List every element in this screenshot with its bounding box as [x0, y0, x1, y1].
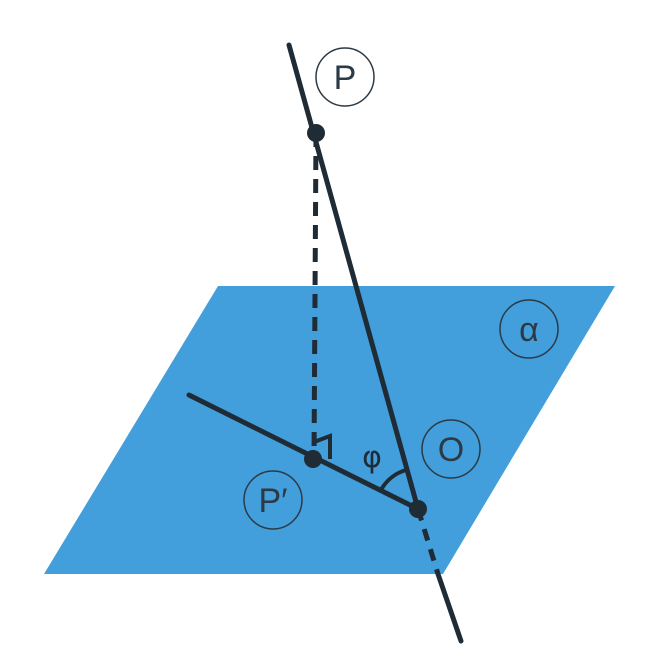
svg-text:O: O: [438, 431, 464, 469]
projection-line: [186, 392, 421, 512]
label-p-prime: P′: [243, 470, 303, 530]
svg-text:α: α: [519, 311, 539, 349]
point-o: [409, 500, 427, 518]
plane-alpha: [44, 286, 615, 574]
line-o-below-plane: [435, 571, 464, 644]
label-phi: φ: [362, 440, 382, 475]
point-p: [307, 124, 325, 142]
svg-text:P′: P′: [258, 482, 287, 520]
right-angle-marker: [313, 433, 332, 459]
perpendicular-p-pprime: [311, 132, 319, 460]
point-p-prime: [304, 450, 322, 468]
svg-text:P: P: [334, 59, 357, 97]
line-p-o: [286, 42, 421, 512]
label-o: O: [421, 419, 481, 479]
angle-phi-arc: [379, 468, 407, 492]
label-p: P: [315, 47, 375, 107]
label-alpha: α: [499, 299, 559, 359]
line-o-hidden-dashed: [415, 508, 441, 575]
